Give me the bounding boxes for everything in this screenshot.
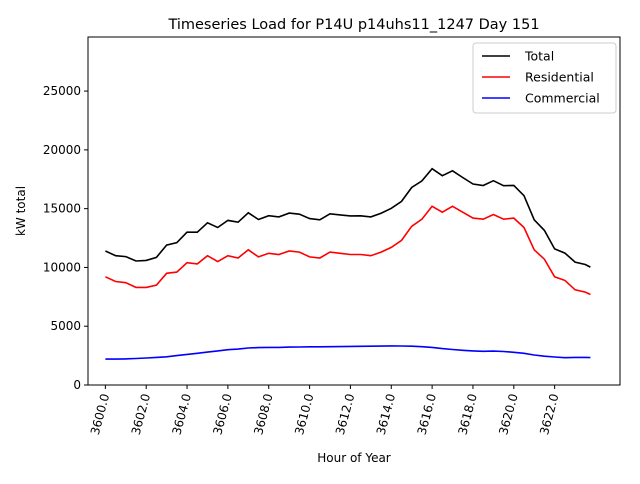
y-tick-label: 0 xyxy=(73,378,81,392)
legend-label-total: Total xyxy=(524,49,554,64)
chart-title: Timeseries Load for P14U p14uhs11_1247 D… xyxy=(167,17,539,33)
series-layer xyxy=(105,167,591,360)
legend-label-commercial: Commercial xyxy=(525,91,600,106)
x-tick-label: 3616.0 xyxy=(415,392,439,436)
x-tick-label: 3612.0 xyxy=(333,392,357,436)
x-axis-label: Hour of Year xyxy=(317,451,391,465)
x-tick-label: 3618.0 xyxy=(455,392,479,436)
y-axis-label: kW total xyxy=(14,186,28,236)
x-tick-label: 3600.0 xyxy=(88,392,112,436)
series-line-total xyxy=(105,167,591,268)
ticks-layer: 3600.0 3602.0 3604.0 3606.0 3608.0 3610.0 3612… xyxy=(43,84,562,436)
y-tick-label: 10000 xyxy=(43,260,81,274)
legend: Total Residential Commercial xyxy=(472,42,617,114)
legend-label-residential: Residential xyxy=(525,70,594,85)
y-tick-label: 5000 xyxy=(50,319,81,333)
y-tick-label: 25000 xyxy=(43,84,81,98)
x-tick-label: 3614.0 xyxy=(374,392,398,436)
x-tick-label: 3606.0 xyxy=(210,392,234,436)
x-tick-label: 3608.0 xyxy=(251,392,275,436)
x-tick-label: 3604.0 xyxy=(170,392,194,436)
y-tick-label: 15000 xyxy=(43,202,81,216)
series-line-residential xyxy=(105,205,591,296)
x-tick-label: 3610.0 xyxy=(292,392,316,436)
y-tick-label: 20000 xyxy=(43,143,81,157)
legend-box xyxy=(472,42,617,114)
series-line-commercial xyxy=(105,345,591,360)
x-tick-label: 3620.0 xyxy=(496,392,520,436)
x-tick-label: 3602.0 xyxy=(129,392,153,436)
x-tick-label: 3622.0 xyxy=(537,392,561,436)
plot-frame xyxy=(87,36,621,386)
